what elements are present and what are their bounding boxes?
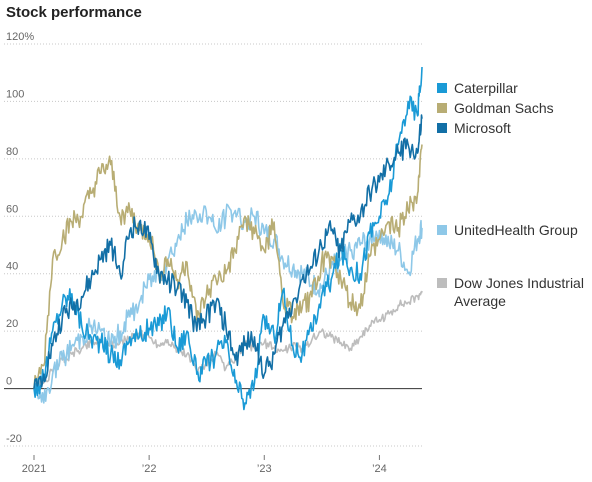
legend-label-goldman-sachs: Goldman Sachs <box>454 100 554 116</box>
legend-label-microsoft: Microsoft <box>454 120 511 136</box>
y-tick-label: 40 <box>6 261 18 273</box>
series-layer <box>33 66 423 411</box>
y-tick-label: 100 <box>6 88 24 100</box>
axis-layer: 120% 100 80 60 40 20 0 -20 2021 ’22 ’23 ’24 <box>6 31 387 475</box>
legend-swatch-caterpillar <box>437 83 447 93</box>
legend-label-dow-jones-industrial-average-line-1: Dow Jones Industrial <box>454 275 584 291</box>
series-line-unitedhealth-group <box>33 203 423 404</box>
legend-swatch-unitedhealth-group <box>437 225 447 235</box>
x-tick-label: ’24 <box>372 463 387 475</box>
x-tick-label: ’23 <box>257 463 272 475</box>
y-tick-label: 120% <box>6 31 34 43</box>
y-tick-label: 20 <box>6 318 18 330</box>
legend-swatch-microsoft <box>437 123 447 133</box>
y-tick-label: -20 <box>6 433 22 445</box>
legend-label-dow-jones-industrial-average-line-2: Average <box>454 293 506 309</box>
x-tick-label: 2021 <box>22 463 46 475</box>
grid-layer <box>4 43 422 447</box>
chart-title: Stock performance <box>6 4 142 21</box>
series-line-microsoft <box>33 114 423 389</box>
legend-layer: Caterpillar Goldman Sachs Microsoft UnitedH… <box>437 80 584 309</box>
legend-swatch-goldman-sachs <box>437 103 447 113</box>
y-tick-label: 60 <box>6 203 18 215</box>
legend-label-unitedhealth-group: UnitedHealth Group <box>454 222 578 238</box>
x-tick-label: ’22 <box>142 463 157 475</box>
series-line-caterpillar <box>33 66 423 411</box>
legend-label-caterpillar: Caterpillar <box>454 80 518 96</box>
series-line-goldman-sachs <box>33 144 423 389</box>
y-tick-label: 0 <box>6 376 12 388</box>
legend-swatch-dow-jones-industrial-average <box>437 278 447 288</box>
y-tick-label: 80 <box>6 146 18 158</box>
